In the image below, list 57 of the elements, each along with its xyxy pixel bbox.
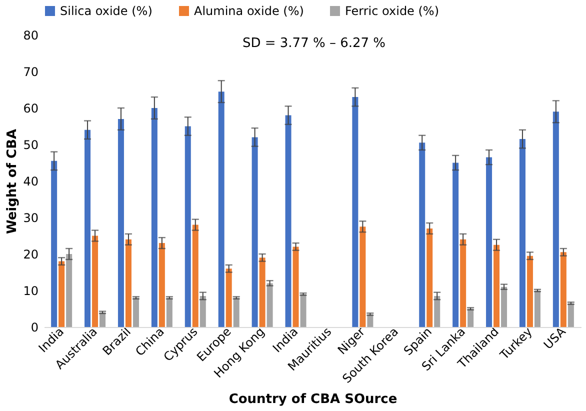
bar (468, 308, 474, 327)
bar (526, 256, 533, 327)
bar (218, 92, 224, 327)
bar (100, 312, 106, 327)
bar (166, 298, 172, 327)
bar (360, 226, 366, 327)
y-tick-label: 0 (30, 320, 38, 334)
x-tick-label: USA (540, 324, 569, 352)
bar (568, 303, 574, 327)
y-tick-label: 70 (23, 65, 38, 79)
bar (200, 296, 206, 327)
bar (233, 298, 240, 327)
bar (452, 162, 459, 327)
bar (118, 118, 124, 327)
bar (534, 290, 540, 327)
y-tick-label: 50 (23, 138, 38, 152)
bar (158, 243, 165, 327)
bar (266, 283, 273, 327)
bar (501, 286, 508, 327)
x-axis-title: Country of CBA SOurce (228, 392, 398, 408)
legend-label: Silica oxide (%) (60, 4, 152, 18)
bar (58, 261, 65, 327)
bar (552, 112, 559, 327)
bar (125, 239, 132, 327)
y-axis-title: Weight of CBA (5, 128, 20, 234)
bar (560, 252, 566, 327)
bar (352, 97, 358, 327)
bar (292, 246, 299, 327)
bar (285, 115, 292, 327)
bar (151, 108, 158, 327)
legend-label: Ferric oxide (%) (345, 4, 440, 18)
bar (226, 268, 232, 327)
bar (92, 236, 98, 327)
bar (84, 130, 91, 327)
bar (132, 298, 139, 327)
annotation: SD = 3.77 % – 6.27 % (242, 36, 386, 51)
bar (434, 296, 440, 327)
bar (259, 258, 266, 327)
bar (426, 228, 433, 327)
bar (66, 254, 72, 327)
bar (419, 142, 426, 327)
bar (300, 294, 306, 327)
y-tick-label: 30 (23, 211, 38, 225)
legend-label: Alumina oxide (%) (194, 4, 304, 18)
y-tick-label: 40 (23, 174, 38, 188)
bar (519, 139, 526, 327)
y-tick-label: 60 (23, 102, 38, 116)
bar (184, 126, 191, 327)
bar (51, 160, 58, 327)
y-tick-label: 80 (23, 28, 38, 42)
bar (252, 137, 258, 327)
y-tick-label: 10 (23, 284, 38, 298)
bar (494, 244, 500, 327)
bar (460, 239, 466, 327)
bar (192, 224, 198, 327)
y-tick-label: 20 (23, 248, 38, 262)
bar (486, 157, 492, 327)
